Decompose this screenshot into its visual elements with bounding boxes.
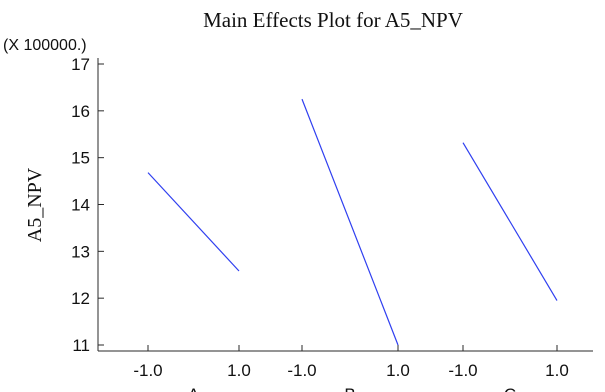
y-tick-label: 15 bbox=[71, 149, 90, 168]
y-tick-label: 17 bbox=[71, 55, 90, 74]
factor-label-a: A bbox=[188, 385, 200, 392]
x-tick-label: -1.0 bbox=[133, 361, 162, 380]
y-tick-label: 11 bbox=[72, 336, 90, 355]
y-tick-label: 14 bbox=[71, 196, 90, 215]
y-axis-label: A5_NPV bbox=[24, 167, 46, 242]
main-effect-line-b bbox=[301, 98, 399, 346]
x-tick-label: 1.0 bbox=[227, 361, 251, 380]
chart-title: Main Effects Plot for A5_NPV bbox=[203, 8, 463, 32]
factor-label-c: C bbox=[504, 385, 516, 392]
y-axis-multiplier: (X 100000.) bbox=[3, 37, 87, 54]
y-tick-label: 16 bbox=[71, 102, 90, 121]
x-tick-label: -1.0 bbox=[448, 361, 477, 380]
x-tick-label: -1.0 bbox=[287, 361, 316, 380]
factor-label-b: B bbox=[344, 385, 355, 392]
main-effect-line-a bbox=[147, 172, 240, 272]
plot-area: 11 12 13 14 15 16 17 -1.0 1.0 A -1.0 1.0 B -1.0 1.0 C bbox=[71, 55, 569, 392]
main-effect-line-c bbox=[462, 142, 558, 301]
y-tick-label: 13 bbox=[71, 242, 90, 261]
x-tick-label: 1.0 bbox=[386, 361, 410, 380]
y-tick-label: 12 bbox=[71, 289, 90, 308]
x-tick-label: 1.0 bbox=[545, 361, 569, 380]
